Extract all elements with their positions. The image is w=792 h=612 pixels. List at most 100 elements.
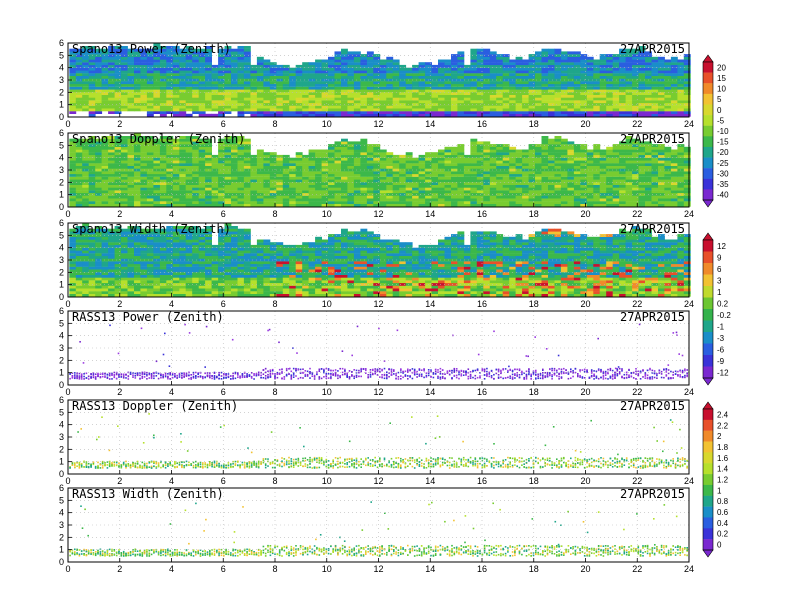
heatmap-cell [619, 89, 626, 93]
heatmap-cell [108, 86, 115, 90]
heatmap-cell [198, 203, 206, 207]
heatmap-cell [121, 187, 128, 191]
heatmap-cell [379, 171, 387, 175]
heatmap-cell [554, 86, 562, 90]
heatmap-cell [619, 152, 626, 156]
heatmap-cell [101, 141, 109, 145]
heatmap-cell [134, 182, 141, 185]
heatmap-cell [231, 144, 238, 147]
heatmap-cell [502, 56, 510, 60]
heatmap-cell [502, 70, 510, 74]
heatmap-cell [341, 56, 348, 60]
heatmap-cell [243, 97, 251, 101]
heatmap-cell [328, 78, 335, 82]
heatmap-cell [457, 81, 465, 85]
heatmap-cell [405, 192, 413, 196]
heatmap-cell [159, 291, 167, 294]
heatmap-cell [321, 73, 329, 76]
heatmap-cell [282, 83, 290, 87]
heatmap-cell [457, 192, 465, 196]
heatmap-cell [483, 83, 491, 87]
heatmap-cell [528, 70, 536, 74]
heatmap-cell [95, 64, 103, 68]
heatmap-cell [580, 97, 588, 101]
heatmap-cell [263, 157, 271, 161]
heatmap-cell [69, 173, 77, 177]
heatmap-cell [231, 198, 238, 202]
heatmap-cell [88, 136, 96, 139]
heatmap-cell [75, 247, 83, 251]
heatmap-cell [638, 46, 646, 49]
heatmap-cell [334, 56, 342, 60]
heatmap-cell [405, 187, 413, 191]
heatmap-cell [153, 291, 161, 294]
heatmap-cell [560, 111, 568, 114]
heatmap-cell [438, 111, 445, 114]
heatmap-cell [166, 163, 174, 166]
heatmap-cell [470, 138, 478, 142]
heatmap-cell [205, 62, 212, 66]
heatmap-cell [373, 102, 381, 106]
heatmap-cell [140, 187, 148, 191]
heatmap-cell [625, 171, 633, 175]
heatmap-cell [677, 105, 685, 109]
heatmap-cell [224, 160, 232, 164]
heatmap-cell [593, 190, 601, 194]
heatmap-cell [121, 48, 128, 52]
heatmap-cell [658, 59, 665, 63]
heatmap-cell [535, 92, 542, 95]
heatmap-cell [632, 192, 639, 196]
heatmap-cell [612, 152, 620, 156]
heatmap-cell [69, 190, 77, 194]
heatmap-cell [140, 255, 148, 259]
heatmap-cell [127, 176, 135, 180]
heatmap-cell [360, 70, 368, 74]
heatmap-cell [101, 187, 109, 191]
heatmap-cell [483, 141, 491, 145]
heatmap-cell [134, 157, 141, 161]
heatmap-cell [573, 100, 581, 104]
heatmap-cell [457, 105, 465, 109]
heatmap-cell [334, 173, 342, 177]
heatmap-cell [192, 62, 200, 66]
heatmap-cell [231, 102, 238, 106]
heatmap-cell [121, 293, 128, 297]
heatmap-cell [619, 113, 626, 117]
heatmap-cell [405, 182, 413, 185]
heatmap-cell [302, 176, 310, 180]
heatmap-cell [172, 282, 180, 286]
heatmap-cell [353, 89, 361, 93]
heatmap-cell [463, 173, 471, 177]
heatmap-cell [114, 111, 122, 114]
heatmap-cell [567, 100, 575, 104]
heatmap-cell [127, 146, 135, 150]
heatmap-cell [95, 274, 103, 278]
heatmap-cell [159, 105, 167, 109]
heatmap-cell [638, 86, 646, 90]
heatmap-cell [606, 62, 614, 66]
heatmap-cell [548, 48, 555, 52]
heatmap-cell [509, 157, 517, 161]
heatmap-cell [606, 67, 614, 71]
heatmap-cell [282, 187, 290, 191]
heatmap-cell [677, 152, 685, 156]
heatmap-cell [386, 160, 394, 164]
heatmap-cell [683, 78, 691, 82]
heatmap-cell [399, 70, 407, 74]
heatmap-cell [522, 184, 529, 188]
heatmap-cell [658, 144, 665, 147]
heatmap-cell [224, 144, 232, 147]
heatmap-cell [211, 70, 219, 74]
heatmap-cell [515, 201, 523, 204]
heatmap-cell [289, 89, 297, 93]
heatmap-cell [554, 54, 562, 57]
heatmap-cell [431, 92, 439, 95]
heatmap-cell [353, 192, 361, 196]
heatmap-cell [677, 179, 685, 183]
heatmap-cell [153, 274, 161, 278]
heatmap-cell [632, 198, 639, 202]
heatmap-cell [134, 81, 141, 85]
heatmap-cell [670, 173, 678, 177]
heatmap-cell [198, 195, 206, 199]
heatmap-cell [146, 59, 154, 63]
